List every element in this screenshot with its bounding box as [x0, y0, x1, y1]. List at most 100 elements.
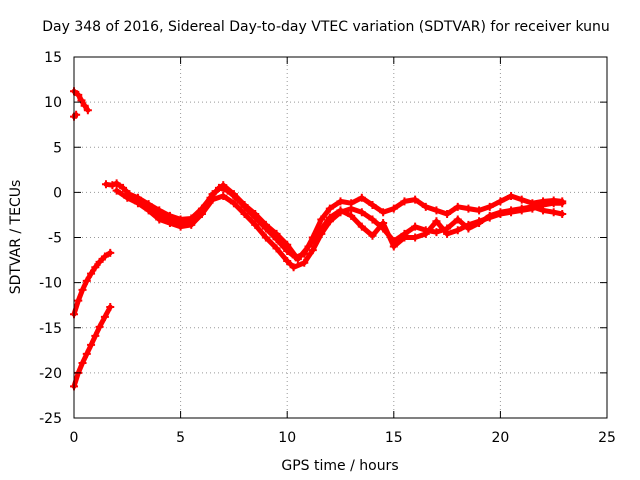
data-point [95, 257, 104, 266]
series-arc-early-dot [70, 110, 81, 121]
data-point [317, 215, 326, 224]
data-point [443, 229, 452, 238]
x-axis-label: GPS time / hours [281, 458, 398, 474]
data-point [325, 213, 334, 222]
data-point [421, 229, 430, 238]
data-point [293, 255, 302, 264]
data-point [336, 197, 345, 206]
data-point [485, 202, 494, 211]
plot-frame [73, 56, 608, 419]
y-tick-label: 5 [53, 140, 62, 156]
data-point [432, 228, 441, 237]
data-point [272, 229, 281, 238]
data-point [78, 285, 87, 294]
data-point [389, 204, 398, 213]
data-point [528, 204, 537, 213]
data-point [558, 210, 567, 219]
data-point [464, 204, 473, 213]
data-point [80, 101, 89, 110]
data-point [72, 110, 81, 119]
series-arc-rise-low [70, 302, 115, 391]
data-point [517, 206, 526, 215]
data-point [261, 220, 270, 229]
x-tick-label: 25 [598, 430, 616, 446]
data-point [197, 206, 206, 215]
data-point [119, 183, 128, 192]
data-point [464, 220, 473, 229]
data-point [87, 269, 96, 278]
data-layer [70, 87, 567, 391]
data-point [308, 246, 317, 255]
data-point [91, 331, 100, 340]
data-point [91, 263, 100, 272]
series-trace [71, 250, 113, 317]
data-point [432, 217, 441, 226]
data-point [379, 208, 388, 217]
data-point [411, 195, 420, 204]
x-tick-label: 10 [278, 430, 296, 446]
data-point [106, 302, 115, 311]
data-point [507, 191, 516, 200]
data-point [368, 215, 377, 224]
data-point [411, 233, 420, 242]
data-point [82, 349, 91, 358]
series-arc-rise-mid [70, 248, 115, 319]
data-point [187, 217, 196, 226]
tick-layer: 0 5 10 15 20 25 -25 -20 -15 -10 -5 0 5 10 15 [39, 50, 616, 446]
data-point [112, 186, 121, 195]
data-point [549, 199, 558, 208]
grid-layer [74, 57, 607, 418]
data-point [108, 181, 117, 190]
data-point [95, 322, 104, 331]
data-point [304, 242, 313, 251]
data-point [400, 233, 409, 242]
data-point [517, 195, 526, 204]
y-tick-label: -15 [39, 321, 62, 337]
data-point [549, 208, 558, 217]
data-point [240, 201, 249, 210]
data-point [368, 201, 377, 210]
data-point [240, 210, 249, 219]
data-point [357, 193, 366, 202]
data-point [87, 340, 96, 349]
data-point [357, 222, 366, 231]
data-point [272, 244, 281, 253]
data-point [83, 106, 92, 115]
data-point [251, 220, 260, 229]
data-point [133, 195, 142, 204]
x-tick-label: 15 [385, 430, 403, 446]
data-point [453, 226, 462, 235]
data-point [251, 210, 260, 219]
data-point [507, 208, 516, 217]
data-point [123, 193, 132, 202]
x-tick-label: 5 [176, 430, 185, 446]
y-tick-label: 15 [44, 50, 62, 66]
series-arc-early-high [70, 87, 92, 115]
chart-title: Day 348 of 2016, Sidereal Day-to-day VTE… [42, 19, 610, 35]
data-point [368, 231, 377, 240]
y-tick-label: 0 [53, 185, 62, 201]
data-point [347, 211, 356, 220]
data-point [421, 202, 430, 211]
data-point [300, 258, 309, 267]
data-point [336, 206, 345, 215]
data-point [144, 202, 153, 211]
data-point [432, 206, 441, 215]
data-point [229, 190, 238, 199]
y-tick-label: -25 [39, 411, 62, 427]
data-point [379, 219, 388, 228]
data-point [475, 206, 484, 215]
x-tick-label: 20 [491, 430, 509, 446]
data-point [558, 199, 567, 208]
data-point [411, 222, 420, 231]
data-point [112, 179, 121, 188]
data-point [453, 215, 462, 224]
data-point [347, 204, 356, 213]
y-tick-label: 10 [44, 95, 62, 111]
y-tick-label: -5 [48, 231, 62, 247]
data-point [100, 312, 109, 321]
data-point [219, 181, 228, 190]
data-point [176, 219, 185, 228]
data-point [82, 276, 91, 285]
